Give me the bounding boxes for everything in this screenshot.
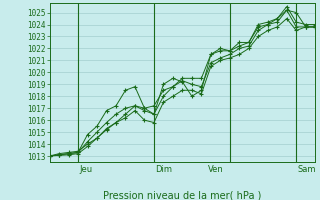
Text: Pression niveau de la mer( hPa ): Pression niveau de la mer( hPa ) (103, 191, 261, 200)
Text: Ven: Ven (208, 165, 223, 174)
Text: Dim: Dim (156, 165, 172, 174)
Text: Sam: Sam (298, 165, 316, 174)
Text: Jeu: Jeu (80, 165, 93, 174)
